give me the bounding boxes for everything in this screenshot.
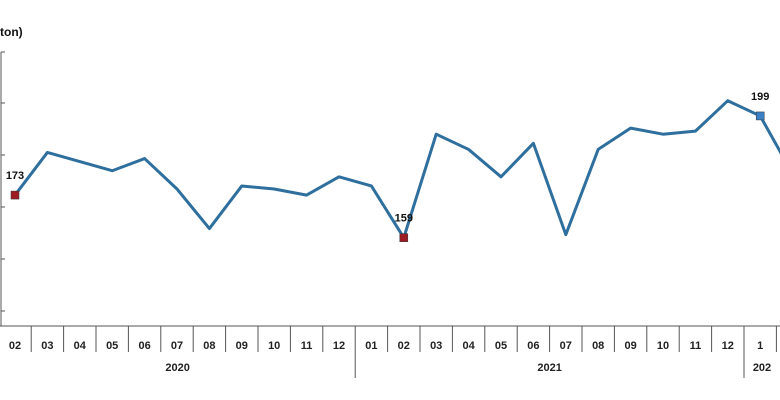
y-axis-ticks	[1, 51, 5, 312]
data-point-label: 199	[751, 91, 769, 103]
x-tick-label: 01	[365, 340, 377, 352]
x-tick-label: 03	[430, 340, 442, 352]
x-tick-label: 08	[203, 340, 215, 352]
x-tick-label: 02	[398, 340, 410, 352]
x-tick-label: 07	[171, 340, 183, 352]
x-tick-label: 05	[495, 340, 507, 352]
x-tick-label: 03	[41, 340, 53, 352]
data-point-label: 173	[6, 170, 24, 182]
year-label: 202	[753, 362, 771, 374]
year-label: 2020	[165, 362, 189, 374]
x-tick-label: 09	[624, 340, 636, 352]
x-tick-label: 11	[301, 340, 313, 352]
data-point-marker	[10, 190, 20, 200]
year-label: 2021	[537, 362, 561, 374]
x-tick-label: 07	[560, 340, 572, 352]
x-tick-label: 06	[527, 340, 539, 352]
x-tick-label: 05	[106, 340, 118, 352]
x-tick-label: 02	[9, 340, 21, 352]
x-tick-label: 12	[722, 340, 734, 352]
data-point-marker	[755, 111, 765, 121]
x-tick-label: 09	[236, 340, 248, 352]
x-tick-label: 06	[138, 340, 150, 352]
year-labels: 2020 2021 202	[165, 352, 771, 378]
x-tick-label: 04	[462, 340, 475, 352]
x-tick-label: 12	[333, 340, 345, 352]
data-labels: 173 159 199	[6, 91, 769, 242]
x-tick-label: 04	[74, 340, 87, 352]
x-tick-label: 08	[592, 340, 604, 352]
data-point-label: 159	[395, 213, 413, 225]
x-tick-label: 10	[657, 340, 669, 352]
x-tick-label: 10	[268, 340, 280, 352]
x-tick-label: 1	[757, 340, 763, 352]
data-point-marker	[399, 233, 409, 242]
x-axis-ticks: 02 03 04 05 06 07 08 09 10 11 12 01 02 03 04 05 06 07 08 09…	[9, 326, 777, 352]
y-axis-unit-label: ton)	[0, 25, 23, 39]
x-tick-label: 11	[690, 340, 702, 352]
